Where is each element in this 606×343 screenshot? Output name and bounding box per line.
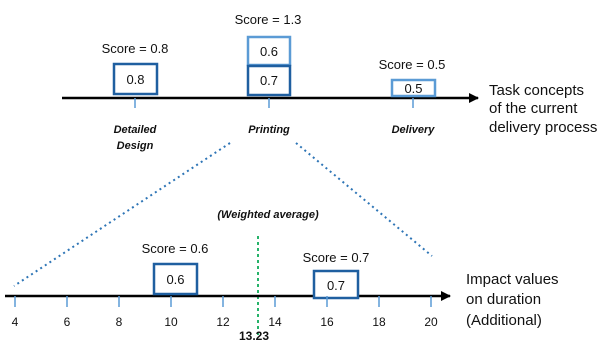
side-label-line: of the current xyxy=(489,100,578,117)
axis-tick-label: 12 xyxy=(216,315,230,329)
axis-tick-label: 18 xyxy=(372,315,386,329)
axis-tick-label: 14 xyxy=(268,315,282,329)
score-box-upper xyxy=(246,35,292,67)
zoom-dotted-line-right xyxy=(295,142,433,257)
score-box-lower xyxy=(246,64,292,97)
task-label: Design xyxy=(117,140,154,152)
task-concepts-label: Task concepts of the current delivery pr… xyxy=(489,82,597,136)
side-label-line: Task concepts xyxy=(489,82,584,99)
score-box xyxy=(112,62,159,96)
task-label: Detailed xyxy=(114,124,157,136)
score-box-value: 0.6 xyxy=(260,44,278,59)
task-detailed-design: Score = 0.8 0.8 Detailed Design xyxy=(102,41,169,152)
impact-score-label: Score = 0.7 xyxy=(303,250,370,265)
task-label: Delivery xyxy=(392,124,436,136)
score-box xyxy=(390,78,437,98)
score-box-value: 0.7 xyxy=(260,73,278,88)
weighted-average-label: (Weighted average) xyxy=(217,209,319,221)
weighted-average-value: 13.23 xyxy=(239,329,269,343)
impact-score-label: Score = 0.6 xyxy=(142,241,209,256)
side-label-line: (Additional) xyxy=(466,312,542,329)
impact-item: Score = 0.7 0.7 xyxy=(303,250,370,300)
task-printing: Score = 1.3 0.6 0.7 Printing xyxy=(235,12,302,136)
side-label-line: on duration xyxy=(466,291,541,308)
impact-item: Score = 0.6 0.6 xyxy=(142,241,209,296)
axis-tick-label: 6 xyxy=(64,315,71,329)
duration-axis-ticks: 4 6 8 10 12 14 16 18 20 xyxy=(12,296,438,329)
score-label: Score = 1.3 xyxy=(235,12,302,27)
axis-tick-label: 20 xyxy=(424,315,438,329)
score-box-value: 0.5 xyxy=(404,81,422,96)
score-box-value: 0.8 xyxy=(126,72,144,87)
zoom-dotted-line-left xyxy=(13,142,231,287)
score-label: Score = 0.8 xyxy=(102,41,169,56)
task-delivery: Score = 0.5 0.5 Delivery xyxy=(379,57,446,136)
axis-tick-label: 16 xyxy=(320,315,334,329)
axis-tick-label: 10 xyxy=(164,315,178,329)
side-label-line: Impact values xyxy=(466,271,559,288)
task-label: Printing xyxy=(248,124,290,136)
side-label-line: delivery process xyxy=(489,119,597,136)
axis-tick-label: 8 xyxy=(116,315,123,329)
score-label: Score = 0.5 xyxy=(379,57,446,72)
impact-box-value: 0.6 xyxy=(166,272,184,287)
axis-tick-label: 4 xyxy=(12,315,19,329)
impact-box xyxy=(312,269,360,300)
impact-box-value: 0.7 xyxy=(327,278,345,293)
impact-box xyxy=(152,262,199,296)
impact-values-label: Impact values on duration (Additional) xyxy=(466,271,559,329)
